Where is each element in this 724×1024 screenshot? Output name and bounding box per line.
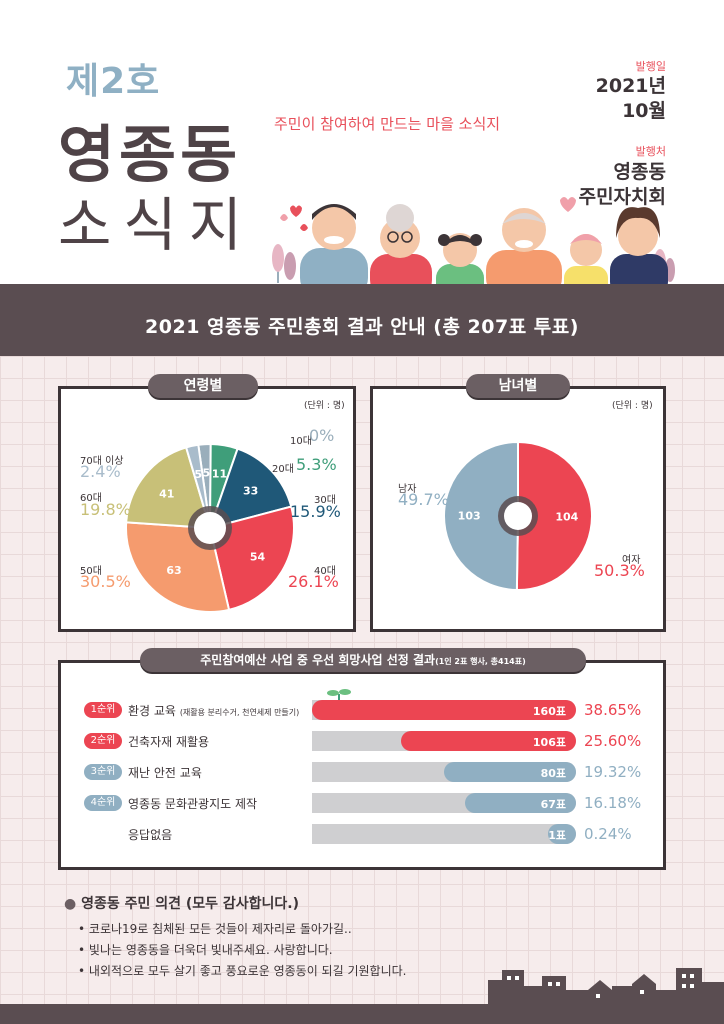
age-label-40s-pct: 26.1% — [288, 572, 339, 591]
rank-item-name-text: 건축자재 재활용 — [128, 735, 210, 749]
age-label-60s-name: 60대 — [80, 493, 102, 504]
age-label-40s-name: 40대 — [314, 566, 336, 577]
issue-date-year: 2021년 — [595, 75, 666, 97]
rank-item-name-text: 환경 교육 — [128, 704, 176, 718]
opinion-item: • 빛나는 영종동을 더욱더 빛내주세요. 사랑합니다. — [78, 943, 333, 957]
gender-label-female-name: 여자 — [622, 555, 641, 566]
age-label-20s-name: 20대 — [272, 464, 294, 475]
publisher-line2: 주민자치회 — [578, 186, 666, 208]
gender-label-male-pct: 49.7% — [398, 490, 449, 509]
gender-label-male-name: 남자 — [398, 484, 417, 495]
rank-bar-value: 80표 — [540, 767, 566, 780]
age-label-10s-pct: 0% — [309, 426, 335, 445]
family-illustration — [272, 197, 675, 298]
opinions-title-text: 영종동 주민 의견 (모두 감사합니다.) — [81, 896, 300, 912]
rank-item-note: (재활용 분리수거, 천연세제 만들기) — [179, 708, 300, 717]
city-skyline-icon — [488, 968, 724, 1008]
age-pie-slice — [125, 446, 212, 530]
rank-item-name: 건축자재 재활용 — [128, 733, 209, 750]
gender-pie-chart: 104 103 — [443, 440, 593, 592]
age-pie-center-hole — [194, 512, 226, 544]
rank-badge: 1순위 — [84, 702, 122, 718]
rank-item-name: 영종동 문화관광지도 제작 — [128, 795, 257, 812]
age-label-60s-pct: 19.8% — [80, 500, 131, 519]
ranking-title-note: (1인 2표 행사, 총414표) — [435, 657, 526, 666]
gender-label-female-pct: 50.3% — [594, 561, 645, 580]
age-label-50s-name: 50대 — [80, 566, 102, 577]
rank-bar-fill — [465, 793, 576, 813]
tulip-left-icon — [272, 214, 308, 283]
opinions-title: ● 영종동 주민 의견 (모두 감사합니다.) — [64, 896, 300, 912]
age-label-70s-name: 70대 이상 — [80, 456, 124, 467]
rank-bar-track — [312, 824, 576, 844]
banner-title: 2021 영종동 주민총회 결과 안내 (총 207표 투표) — [145, 316, 579, 338]
age-label-20s-pct: 5.3% — [296, 455, 337, 474]
rank-bar-percent: 38.65% — [584, 701, 642, 719]
opinion-item-text: 코로나19로 침체된 모든 것들이 제자리로 돌아가길.. — [88, 922, 352, 936]
rank-bar-percent: 0.24% — [584, 825, 632, 843]
newsletter-subtitle: 소식지 — [58, 191, 255, 259]
rank-item-name-text: 재난 안전 교육 — [128, 766, 202, 780]
age-pie-value-label: 5 — [194, 468, 202, 481]
rank-bar-value: 67표 — [540, 798, 566, 811]
rank-bar-fill — [401, 731, 576, 751]
rank-badge: 4순위 — [84, 795, 122, 811]
rank-bar-fill — [444, 762, 576, 782]
age-unit: (단위 : 명) — [304, 401, 345, 411]
ranking-panel-label: 주민참여예산 사업 중 우선 희망사업 선정 결과(1인 2표 행사, 총414… — [140, 648, 586, 672]
rank-item-name-text: 영종동 문화관광지도 제작 — [128, 797, 258, 811]
age-pie-value-label: 33 — [243, 484, 258, 497]
gender-pie-center-hole — [504, 502, 532, 530]
issue-number: 제2호 — [66, 61, 161, 102]
age-label-30s-name: 30대 — [314, 495, 336, 506]
ranking-title: 주민참여예산 사업 중 우선 희망사업 선정 결과 — [200, 653, 436, 667]
age-pie-value-label: 41 — [159, 487, 174, 500]
rank-bar-percent: 25.60% — [584, 732, 642, 750]
rank-badge: 2순위 — [84, 733, 122, 749]
rank-bar-value: 160표 — [532, 705, 566, 718]
issue-date-label: 발행일 — [635, 60, 666, 73]
opinion-item-text: 빛나는 영종동을 더욱더 빛내주세요. 사랑합니다. — [88, 943, 333, 957]
gender-panel-label: 남녀별 — [466, 374, 570, 398]
gender-pie-value-label: 104 — [555, 510, 578, 523]
rank-bar-percent: 19.32% — [584, 763, 642, 781]
rank-item-name-text: 응답없음 — [128, 828, 173, 842]
age-label-10s-name: 10대 — [290, 436, 312, 447]
newsletter-title: 영종동 — [58, 118, 242, 191]
heart-icon — [560, 197, 576, 212]
rank-bar-value: 106표 — [532, 736, 566, 749]
age-label-30s-pct: 15.9% — [290, 502, 341, 521]
gender-pie-value-label: 103 — [458, 510, 481, 523]
age-panel-label: 연령별 — [148, 374, 258, 398]
rank-bar-percent: 16.18% — [584, 794, 642, 812]
publisher-line1: 영종동 — [613, 161, 666, 183]
banner-band — [0, 284, 724, 356]
age-pie-slice — [208, 447, 293, 530]
age-label-50s-pct: 30.5% — [80, 572, 131, 591]
slogan: 주민이 참여하여 만드는 마을 소식지 — [274, 115, 501, 133]
gender-pie-slice — [515, 440, 593, 591]
footer-band — [0, 1004, 724, 1024]
opinion-item-text: 내외적으로 모두 살기 좋고 풍요로운 영종동이 되길 기원합니다. — [88, 964, 407, 978]
rank-item-name: 재난 안전 교육 — [128, 764, 202, 781]
rank-item-name: 환경 교육 (재활용 분리수거, 천연세제 만들기) — [128, 702, 299, 719]
rank-bar-fill — [548, 824, 576, 844]
opinion-item: • 코로나19로 침체된 모든 것들이 제자리로 돌아가길.. — [78, 922, 352, 936]
rank-badge: 3순위 — [84, 764, 122, 780]
heart-icon — [290, 205, 302, 217]
issue-date-month: 10월 — [622, 100, 666, 122]
age-label-70s-pct: 2.4% — [80, 462, 121, 481]
rank-bar-value: 1표 — [548, 829, 566, 842]
age-pie-value-label: 5 — [203, 467, 211, 480]
age-pie-value-label: 11 — [212, 467, 227, 480]
opinion-item: • 내외적으로 모두 살기 좋고 풍요로운 영종동이 되길 기원합니다. — [78, 964, 407, 978]
publisher-label: 발행처 — [635, 145, 666, 158]
gender-unit: (단위 : 명) — [612, 401, 653, 411]
gender-pie-slice — [443, 440, 519, 592]
rank-item-name: 응답없음 — [128, 826, 172, 843]
rank-bar-fill — [312, 700, 576, 720]
age-pie-value-label: 54 — [250, 551, 266, 564]
age-pie-value-label: 63 — [166, 564, 181, 577]
